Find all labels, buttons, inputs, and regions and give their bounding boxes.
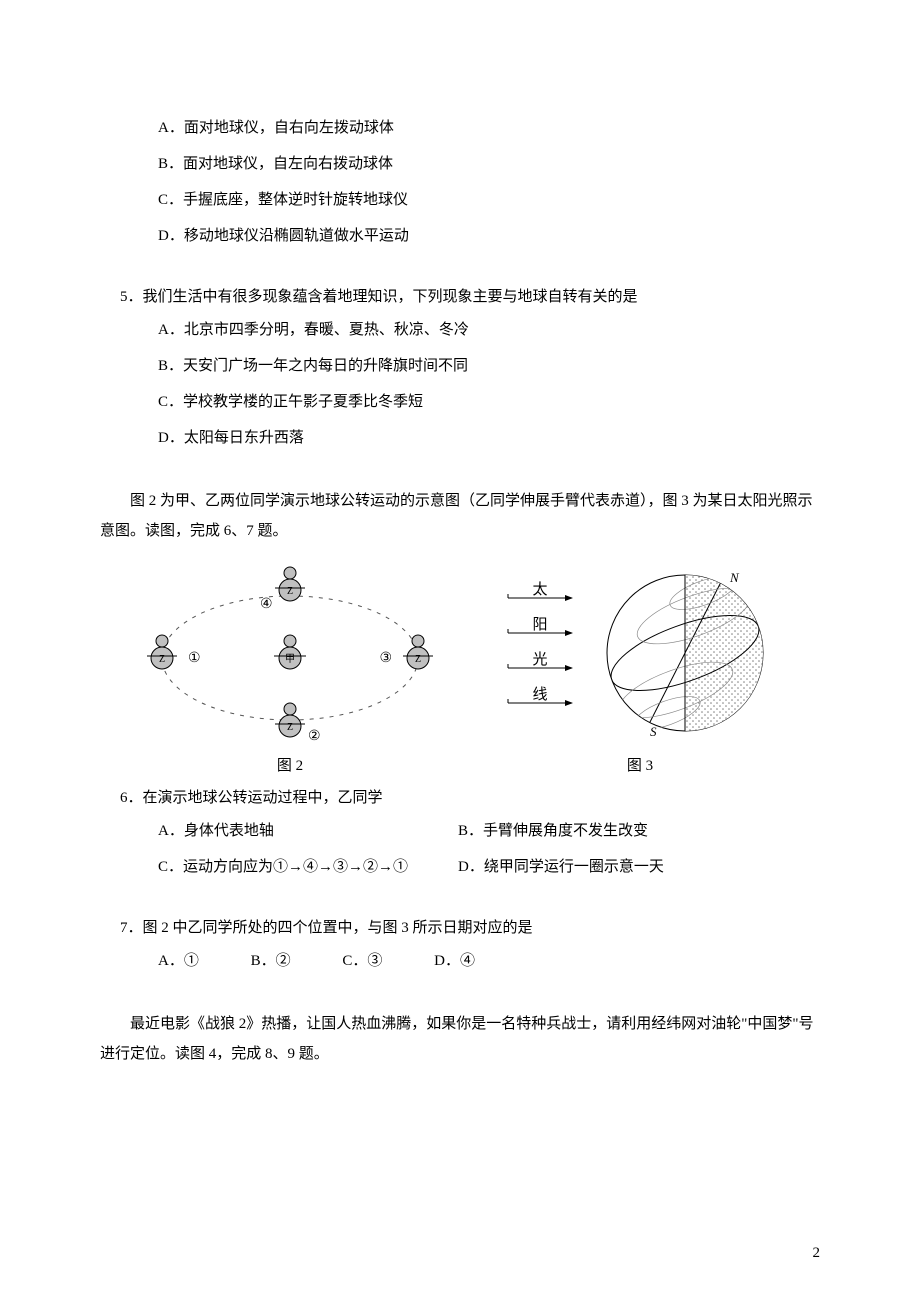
q7-option-d: D．④	[434, 943, 475, 979]
q6-option-c: C．运动方向应为①→④→③→②→①	[158, 849, 458, 885]
q4-option-a: A．面对地球仪，自右向左拨动球体	[100, 110, 820, 146]
figure-2-svg: 甲 Z ① Z ③	[140, 558, 440, 748]
exam-page: A．面对地球仪，自右向左拨动球体 B．面对地球仪，自左向右拨动球体 C．手握底座…	[0, 0, 920, 1302]
q4-option-b: B．面对地球仪，自左向右拨动球体	[100, 146, 820, 182]
q4-option-c: C．手握底座，整体逆时针旋转地球仪	[100, 182, 820, 218]
figure-3-svg: 太 阳 光 线	[500, 558, 780, 748]
fig2-z2: Z	[287, 722, 293, 733]
q5-option-a: A．北京市四季分明，春暖、夏热、秋凉、冬冷	[100, 312, 820, 348]
fig2-pos1: ①	[188, 651, 201, 666]
q5-stem: 5．我们生活中有很多现象蕴含着地理知识，下列现象主要与地球自转有关的是	[100, 282, 820, 312]
q7-option-c: C．③	[342, 943, 382, 979]
fig3-l2: 阳	[532, 616, 547, 633]
page-number: 2	[813, 1245, 821, 1262]
fig2-pos4: ④	[260, 597, 273, 612]
q7-options: A．① B．② C．③ D．④	[100, 943, 820, 979]
q7-option-a: A．①	[158, 943, 199, 979]
figure-2-caption: 图 2	[277, 754, 303, 775]
fig3-l1: 太	[532, 581, 547, 598]
q5-option-b: B．天安门广场一年之内每日的升降旗时间不同	[100, 348, 820, 384]
intro-67: 图 2 为甲、乙两位同学演示地球公转运动的示意图（乙同学伸展手臂代表赤道），图 …	[100, 486, 820, 546]
q5-option-c: C．学校教学楼的正午影子夏季比冬季短	[100, 384, 820, 420]
figure-2-block: 甲 Z ① Z ③	[140, 558, 440, 775]
figure-3-caption: 图 3	[627, 754, 653, 775]
q7-option-b: B．②	[251, 943, 291, 979]
q6-option-d: D．绕甲同学运行一圈示意一天	[458, 849, 758, 885]
fig3-N: N	[729, 570, 740, 585]
fig2-z4: Z	[287, 586, 293, 597]
q6-stem: 6．在演示地球公转运动过程中，乙同学	[100, 783, 820, 813]
q6-option-a: A．身体代表地轴	[158, 813, 458, 849]
q4-option-d: D．移动地球仪沿椭圆轨道做水平运动	[100, 218, 820, 254]
q7-stem: 7．图 2 中乙同学所处的四个位置中，与图 3 所示日期对应的是	[100, 913, 820, 943]
fig2-pos3: ③	[379, 651, 392, 666]
q6-option-b: B．手臂伸展角度不发生改变	[458, 813, 758, 849]
fig3-l3: 光	[532, 651, 547, 668]
intro-89: 最近电影《战狼 2》热播，让国人热血沸腾，如果你是一名特种兵战士，请利用经纬网对…	[100, 1009, 820, 1069]
fig2-z1: Z	[159, 654, 165, 665]
fig3-l4: 线	[532, 686, 547, 703]
q6-options: A．身体代表地轴 B．手臂伸展角度不发生改变 C．运动方向应为①→④→③→②→①…	[100, 813, 820, 885]
figure-3-block: 太 阳 光 线	[500, 558, 780, 775]
fig2-z3: Z	[415, 654, 421, 665]
fig2-pos2: ②	[308, 729, 321, 744]
fig3-S: S	[650, 724, 657, 739]
q5-option-d: D．太阳每日东升西落	[100, 420, 820, 456]
figures-row: 甲 Z ① Z ③	[100, 558, 820, 775]
